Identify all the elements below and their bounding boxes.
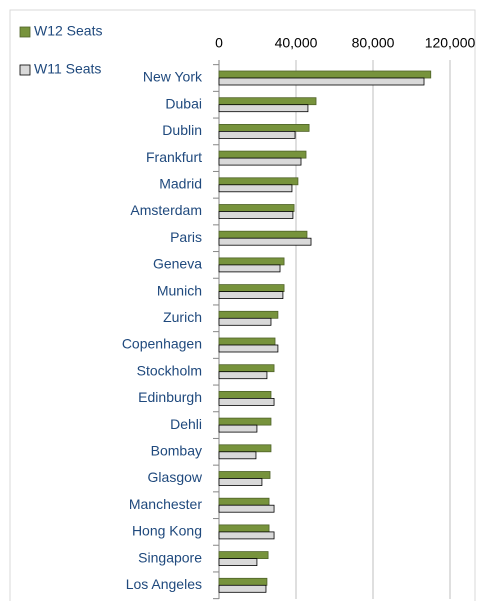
- category-label: Singapore: [138, 549, 202, 565]
- x-tick-label: 40,000: [275, 35, 318, 51]
- bar: [218, 577, 268, 586]
- category-label: Amsterdam: [130, 202, 202, 218]
- bar: [218, 124, 310, 132]
- category-label: Dubai: [165, 95, 202, 111]
- bar: [218, 204, 295, 212]
- bar: [218, 317, 272, 326]
- category-label: Bombay: [151, 443, 202, 459]
- bar: [218, 584, 267, 593]
- bar: [218, 551, 269, 559]
- category-label: Hong Kong: [132, 523, 202, 539]
- category-label: Zurich: [163, 309, 202, 325]
- category-label: Munich: [157, 282, 202, 298]
- x-tick-label: 120,000: [425, 35, 476, 51]
- bar: [218, 478, 263, 486]
- bar: [218, 77, 425, 86]
- bar: [218, 364, 275, 373]
- bar: [218, 504, 275, 513]
- category-label: Dublin: [162, 122, 202, 138]
- category-label: Edinburgh: [138, 389, 202, 405]
- category-label: Copenhagen: [122, 336, 202, 352]
- category-label: Stockholm: [137, 362, 202, 378]
- category-label: Dehli: [170, 416, 202, 432]
- bar: [218, 130, 296, 139]
- legend-label: W11 Seats: [34, 61, 101, 77]
- bar: [218, 371, 268, 380]
- bar: [218, 70, 432, 79]
- bar: [218, 150, 307, 159]
- bar: [218, 390, 272, 399]
- bar: [218, 284, 285, 293]
- x-tick-label: 80,000: [352, 35, 395, 51]
- legend-label: W12 Seats: [34, 23, 102, 39]
- category-label: Paris: [170, 229, 202, 245]
- bar: [218, 310, 279, 319]
- category-label: Manchester: [129, 496, 202, 512]
- category-label: Geneva: [153, 256, 202, 272]
- bar: [218, 337, 276, 346]
- category-label: Glasgow: [148, 469, 203, 485]
- bar: [218, 397, 275, 406]
- category-label: Frankfurt: [146, 149, 202, 165]
- bar: [218, 104, 309, 113]
- bar: [218, 97, 317, 106]
- bar: [218, 524, 270, 533]
- x-tick-label: 0: [215, 35, 223, 51]
- bar: [218, 177, 299, 186]
- category-label: Los Angeles: [126, 576, 202, 592]
- bar: [218, 531, 275, 540]
- bar: [218, 451, 257, 460]
- bar: [218, 184, 293, 193]
- category-label: Madrid: [159, 176, 202, 192]
- chart-frame: [9, 9, 476, 601]
- bar: [218, 237, 312, 246]
- bar: [218, 344, 279, 353]
- bar: [218, 444, 272, 453]
- bar: [218, 417, 272, 426]
- category-label: New York: [143, 69, 203, 85]
- bar: [218, 264, 281, 273]
- bar: [218, 291, 284, 300]
- bar: [218, 211, 294, 219]
- bar: [218, 230, 308, 239]
- bar: [218, 257, 285, 266]
- bar: [218, 424, 258, 433]
- bar: [218, 558, 258, 566]
- bar: [218, 471, 271, 479]
- legend-swatch: [19, 26, 31, 38]
- legend-swatch: [19, 64, 31, 76]
- bar: [218, 157, 302, 166]
- bar: [218, 497, 270, 506]
